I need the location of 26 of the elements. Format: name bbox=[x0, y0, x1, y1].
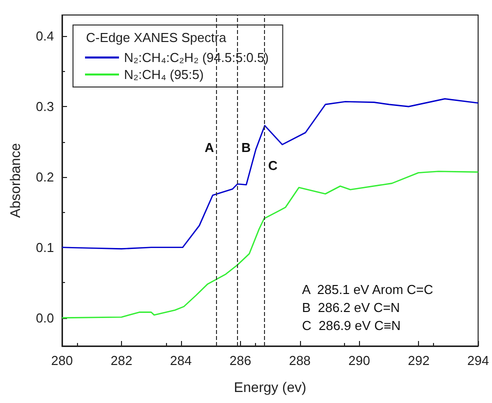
x-axis-title: Energy (ev) bbox=[234, 379, 306, 395]
legend-label: N₂:CH₄ (95:5) bbox=[124, 67, 204, 82]
x-tick-label: 294 bbox=[467, 353, 490, 368]
x-tick-label: 282 bbox=[110, 353, 132, 368]
x-tick-label: 292 bbox=[408, 353, 430, 368]
y-tick-label: 0.2 bbox=[36, 169, 54, 184]
y-axis-title: Absorbance bbox=[7, 142, 23, 218]
y-tick-label: 0.3 bbox=[36, 99, 54, 114]
legend-label: N₂:CH₄:C₂H₂ (94.5:5:0.5) bbox=[124, 50, 269, 65]
x-tick-label: 284 bbox=[170, 353, 192, 368]
annotation: C 286.9 eV C≡N bbox=[302, 318, 401, 333]
x-tick-label: 290 bbox=[348, 353, 370, 368]
x-tick-label: 286 bbox=[230, 353, 252, 368]
line-series bbox=[61, 170, 479, 318]
x-tick-label: 288 bbox=[288, 353, 311, 368]
annotation: B 286.2 eV C=N bbox=[302, 300, 400, 315]
y-tick-label: 0.0 bbox=[36, 310, 54, 326]
ref-line-label: B bbox=[241, 140, 251, 155]
annotation: A 285.1 eV Arom C=C bbox=[302, 282, 434, 297]
line-series bbox=[61, 98, 479, 250]
legend-title: C-Edge XANES Spectra bbox=[86, 30, 227, 45]
ref-line-label: A bbox=[204, 140, 215, 155]
y-tick-label: 0.4 bbox=[36, 28, 54, 44]
x-tick-label: 280 bbox=[51, 353, 73, 368]
ref-line-label: C bbox=[268, 158, 278, 173]
y-tick-label: 0.1 bbox=[36, 240, 54, 255]
